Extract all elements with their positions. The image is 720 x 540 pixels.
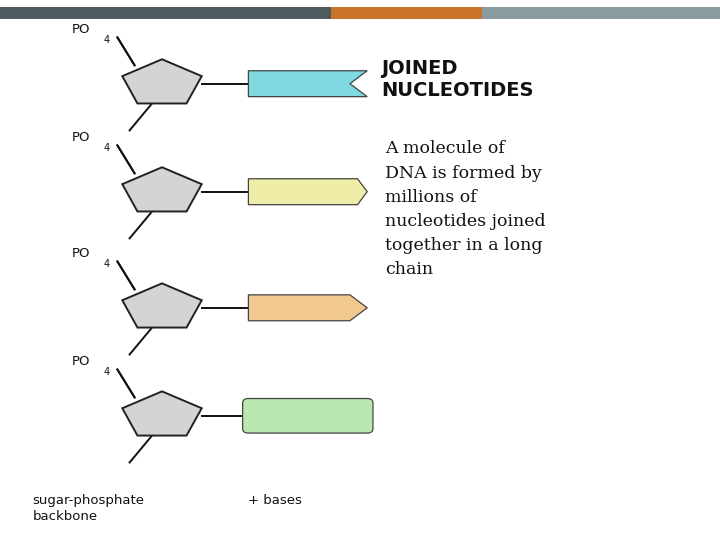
Text: sugar-phosphate
backbone: sugar-phosphate backbone	[32, 494, 145, 523]
Polygon shape	[122, 284, 202, 328]
Text: 4: 4	[104, 368, 110, 377]
Polygon shape	[122, 167, 202, 212]
Text: PO: PO	[72, 23, 91, 36]
Polygon shape	[248, 179, 367, 205]
Text: JOINED
NUCLEOTIDES: JOINED NUCLEOTIDES	[382, 59, 534, 100]
Text: PO: PO	[72, 355, 91, 368]
Polygon shape	[248, 71, 367, 97]
Text: 4: 4	[104, 144, 110, 153]
Polygon shape	[122, 59, 202, 104]
Text: A molecule of
DNA is formed by
millions of
nucleotides joined
together in a long: A molecule of DNA is formed by millions …	[385, 140, 546, 278]
Bar	[482, 7, 720, 19]
Text: 4: 4	[104, 260, 110, 269]
Text: 4: 4	[104, 36, 110, 45]
Polygon shape	[248, 295, 367, 321]
Bar	[0, 7, 331, 19]
Text: PO: PO	[72, 247, 91, 260]
Polygon shape	[122, 392, 202, 436]
FancyBboxPatch shape	[243, 399, 373, 433]
Text: PO: PO	[72, 131, 91, 144]
Text: + bases: + bases	[248, 494, 302, 507]
Bar	[331, 7, 482, 19]
